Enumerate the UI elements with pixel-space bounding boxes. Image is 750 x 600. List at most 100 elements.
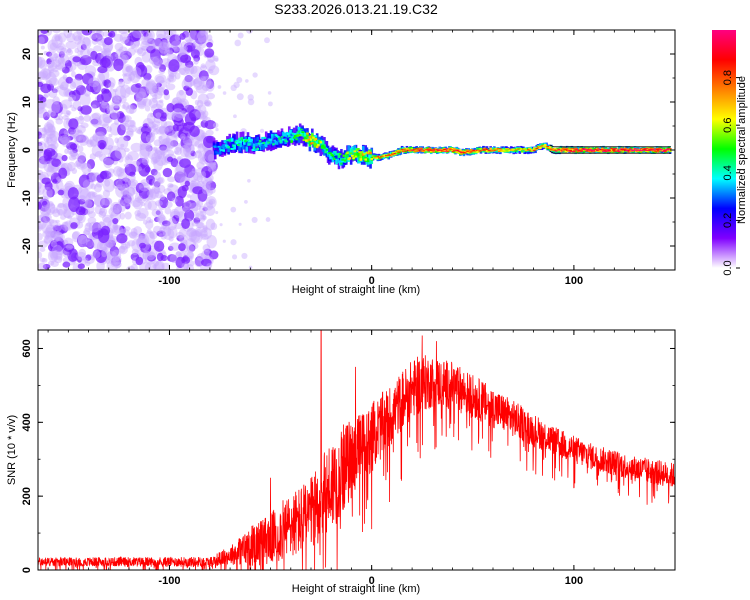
spectrogram-ridge-cell bbox=[267, 141, 270, 144]
spectrogram-noise-blob bbox=[49, 249, 57, 259]
spectrogram-noise-blob bbox=[194, 140, 203, 148]
spectrogram-ridge-cell bbox=[329, 152, 332, 155]
spectrogram-noise-blob bbox=[172, 103, 185, 113]
spectrogram-noise-blob bbox=[193, 77, 203, 88]
spectrogram-ridge-cell bbox=[666, 148, 670, 150]
spectrogram-noise-blob bbox=[102, 31, 110, 37]
spectrogram-noise-blob bbox=[134, 209, 141, 217]
spectrogram-ridge-cell bbox=[603, 149, 607, 151]
spectrogram-ridge-cell bbox=[455, 151, 458, 154]
spectrogram-ridge-cell bbox=[279, 140, 283, 143]
spectrogram-noise-blob bbox=[91, 112, 102, 121]
spectrogram-ridge-cell bbox=[488, 149, 491, 151]
spectrogram-noise-blob bbox=[90, 100, 101, 109]
spectrogram-noise-blob bbox=[167, 217, 178, 231]
spectrogram-ridge-cell bbox=[351, 154, 354, 157]
spectrogram-noise-blob bbox=[234, 39, 242, 47]
spectrogram-noise-blob bbox=[42, 127, 47, 133]
spectrogram-noise-blob bbox=[56, 203, 68, 216]
spectrogram-noise-blob bbox=[174, 113, 183, 123]
spectrogram-noise-blob bbox=[267, 101, 273, 107]
spectrogram-noise-blob bbox=[112, 255, 122, 265]
spectrogram-noise-blob bbox=[55, 219, 60, 224]
spectrogram-noise-blob bbox=[46, 136, 53, 144]
spectrogram-noise-blob bbox=[203, 202, 214, 211]
spectrogram-noise-blob bbox=[169, 34, 182, 46]
spectrogram-noise-blob bbox=[70, 152, 79, 160]
spectrogram-noise-blob bbox=[146, 251, 156, 261]
spectrogram-ridge-cell bbox=[626, 150, 630, 152]
spectrogram-ridge-cell bbox=[278, 137, 281, 140]
spectrogram-noise-blob bbox=[38, 182, 45, 196]
spectrogram-noise-blob bbox=[68, 196, 80, 212]
spectrogram-ridge-cell bbox=[534, 148, 537, 150]
spectrogram-y-tick-label: -20 bbox=[21, 238, 33, 254]
spectrogram-noise-blob bbox=[182, 121, 195, 132]
spectrogram-ridge-cell bbox=[417, 149, 421, 151]
spectrogram-noise-blob bbox=[147, 200, 158, 211]
spectrogram-noise-blob bbox=[208, 187, 216, 194]
spectrogram-noise-blob bbox=[49, 42, 57, 51]
spectrogram-ridge-cell bbox=[244, 139, 247, 143]
spectrogram-noise-blob bbox=[145, 134, 154, 144]
spectrogram-noise-blob bbox=[55, 64, 63, 70]
spectrogram-ridge-cell bbox=[215, 151, 218, 154]
spectrogram-ridge-cell bbox=[307, 138, 310, 143]
spectrogram-noise-blob bbox=[166, 103, 175, 113]
spectrogram-noise-blob bbox=[151, 208, 164, 218]
spectrogram-noise-blob bbox=[128, 231, 138, 239]
spectrogram-noise-blob bbox=[200, 249, 212, 262]
spectrogram-noise-blob bbox=[53, 232, 65, 242]
spectrogram-noise-blob bbox=[65, 76, 73, 84]
spectrogram-ridge-cell bbox=[489, 150, 492, 152]
spectrogram-noise-blob bbox=[120, 84, 131, 99]
spectrogram-noise-blob bbox=[80, 105, 92, 115]
spectrogram-noise-blob bbox=[210, 222, 218, 231]
spectrogram-ridge-cell bbox=[374, 156, 377, 158]
spectrogram-noise-blob bbox=[200, 75, 206, 82]
spectrogram-ridge-cell bbox=[665, 149, 668, 151]
spectrogram-ridge-cell bbox=[241, 145, 245, 150]
spectrogram-ridge-cell bbox=[360, 151, 364, 154]
spectrogram-ridge-cell bbox=[222, 149, 226, 152]
spectrogram-noise-blob bbox=[194, 257, 204, 268]
spectrogram-noise-blob bbox=[139, 143, 146, 151]
spectrogram-noise-blob bbox=[123, 163, 130, 168]
spectrogram-noise-blob bbox=[122, 72, 133, 85]
spectrogram-ridge-cell bbox=[546, 146, 549, 148]
spectrogram-noise-blob bbox=[118, 80, 126, 88]
spectrogram-noise-blob bbox=[155, 190, 163, 199]
spectrogram-ridge-cell bbox=[601, 147, 604, 150]
spectrogram-noise-blob bbox=[119, 212, 126, 220]
spectrogram-noise-blob bbox=[145, 220, 154, 230]
spectrogram-noise-blob bbox=[139, 242, 146, 249]
spectrogram-ridge-cell bbox=[577, 150, 581, 152]
spectrogram-ridge-cell bbox=[270, 133, 274, 137]
spectrogram-noise-blob bbox=[148, 178, 155, 186]
spectrogram-noise-blob bbox=[38, 107, 48, 119]
spectrogram-noise-blob bbox=[124, 241, 131, 249]
spectrogram-ridge-cell bbox=[471, 150, 474, 152]
spectrogram-noise-blob bbox=[57, 189, 65, 196]
spectrogram-noise-blob bbox=[127, 124, 137, 133]
spectrogram-noise-blob bbox=[197, 30, 209, 44]
spectrogram-noise-blob bbox=[122, 101, 130, 110]
spectrogram-noise-blob bbox=[119, 31, 130, 45]
spectrogram-noise-blob bbox=[206, 162, 215, 169]
spectrogram-noise-blob bbox=[57, 32, 67, 43]
spectrogram-ridge-cell bbox=[287, 135, 291, 138]
spectrogram-noise-blob bbox=[127, 105, 133, 110]
spectrogram-noise-blob bbox=[169, 254, 178, 263]
spectrogram-ridge-cell bbox=[377, 157, 381, 159]
spectrogram-noise-blob bbox=[168, 236, 174, 242]
spectrogram-ridge-cell bbox=[416, 148, 420, 150]
spectrogram-noise-blob bbox=[166, 47, 175, 55]
spectrogram-noise-blob bbox=[38, 214, 47, 230]
spectrogram-ridge-cell bbox=[227, 146, 230, 149]
spectrogram-noise-blob bbox=[265, 217, 271, 222]
spectrogram-noise-blob bbox=[55, 252, 63, 261]
spectrogram-noise-blob bbox=[91, 191, 98, 198]
spectrogram-noise-blob bbox=[215, 211, 219, 215]
snr-y-tick-label: 0 bbox=[21, 567, 33, 573]
spectrogram-ridge-cell bbox=[562, 150, 565, 152]
